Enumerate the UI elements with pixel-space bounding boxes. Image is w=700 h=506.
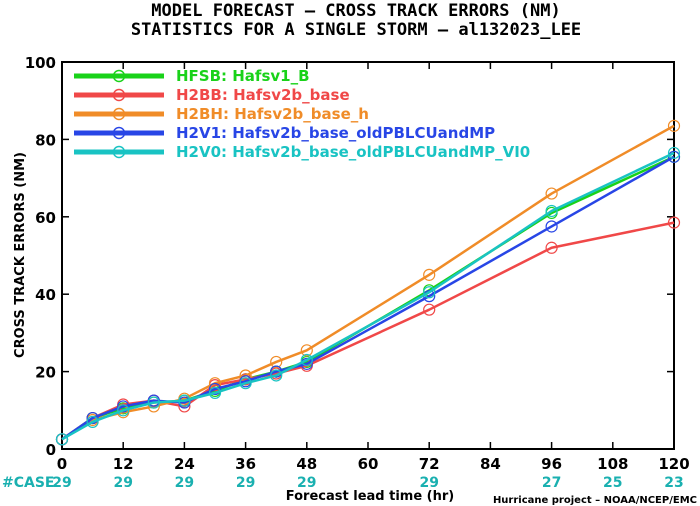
x-tick-label: 36 — [235, 455, 256, 473]
legend-marker — [112, 107, 126, 121]
case-count: 29 — [113, 475, 132, 491]
y-tick-label: 40 — [35, 286, 56, 304]
y-axis-title: CROSS TRACK ERRORS (NM) — [13, 152, 28, 358]
x-tick-label: 72 — [419, 455, 440, 473]
legend-marker — [112, 126, 126, 140]
legend-marker — [112, 69, 126, 83]
x-tick-label: 0 — [57, 455, 67, 473]
data-point — [545, 220, 558, 233]
legend-label: H2BH: Hafsv2b_base_h — [176, 105, 369, 123]
data-point — [117, 400, 130, 413]
data-point — [300, 344, 313, 357]
x-tick-label: 60 — [358, 455, 379, 473]
data-point — [545, 204, 558, 218]
data-point — [667, 119, 681, 132]
data-point — [208, 386, 222, 399]
y-tick-label: 80 — [35, 131, 56, 149]
data-point — [545, 187, 558, 200]
case-counts: #CASE 29 29 29 29 29 29 27 25 23 — [2, 475, 684, 491]
x-tick-label: 120 — [658, 455, 689, 473]
series-4 — [55, 146, 681, 446]
case-count: 29 — [297, 475, 316, 491]
legend-label: H2BB: Hafsv2b_base — [176, 86, 350, 104]
chart-title-line-2: STATISTICS FOR A SINGLE STORM – al132023… — [131, 20, 581, 40]
case-count: 29 — [236, 475, 255, 491]
data-point — [117, 404, 130, 417]
y-tick-label: 20 — [35, 364, 56, 382]
data-point — [667, 146, 681, 160]
data-point — [270, 369, 283, 382]
data-point — [86, 415, 99, 429]
data-point — [86, 411, 99, 425]
y-tick-label: 60 — [35, 209, 56, 227]
legend-item-2: H2BH: Hafsv2b_base_h — [74, 105, 369, 123]
case-label: #CASE — [2, 475, 55, 491]
case-count: 27 — [542, 475, 561, 491]
legend-label: H2V1: Hafsv2b_base_oldPBLCUandMP — [176, 124, 495, 142]
y-tick-label: 0 — [46, 441, 56, 459]
data-point — [300, 353, 313, 367]
case-count: 29 — [52, 475, 71, 491]
series-line — [61, 151, 675, 441]
data-point — [270, 355, 283, 369]
y-tick-label: 100 — [25, 54, 56, 72]
data-point — [423, 286, 436, 299]
data-point — [208, 382, 222, 396]
data-point — [178, 394, 191, 407]
case-count: 29 — [419, 475, 438, 491]
legend-marker — [112, 88, 126, 102]
case-count: 25 — [603, 475, 622, 491]
x-tick-label: 48 — [296, 455, 317, 473]
case-count: 29 — [175, 475, 194, 491]
axis-ticks: 0 12 24 36 48 60 72 84 96 108 120 0 20 40 60 80 100 — [25, 54, 690, 473]
chart-title-line-1: MODEL FORECAST – CROSS TRACK ERRORS (NM) — [151, 1, 560, 21]
x-tick-label: 84 — [480, 455, 501, 473]
legend-label: H2V0: Hafsv2b_base_oldPBLCUandMP_VI0 — [176, 143, 530, 161]
data-point — [423, 303, 436, 316]
credit-text: Hurricane project – NOAA/NCEP/EMC — [493, 495, 697, 506]
legend-item-4: H2V0: Hafsv2b_base_oldPBLCUandMP_VI0 — [74, 143, 530, 161]
data-point — [55, 433, 69, 446]
data-point — [147, 396, 160, 409]
x-tick-label: 108 — [597, 455, 628, 473]
case-count: 23 — [664, 475, 683, 491]
legend-marker — [112, 145, 126, 159]
legend-label: HFSB: Hafsv1_B — [176, 67, 310, 85]
data-point — [545, 241, 558, 254]
legend-item-1: H2BB: Hafsv2b_base — [74, 86, 350, 104]
legend-item-3: H2V1: Hafsv2b_base_oldPBLCUandMP — [74, 124, 495, 142]
x-tick-label: 12 — [113, 455, 134, 473]
data-point — [239, 377, 252, 390]
series-layer — [55, 119, 681, 446]
legend-item-0: HFSB: Hafsv1_B — [74, 67, 310, 85]
x-tick-label: 96 — [541, 455, 562, 473]
series-line — [61, 124, 675, 441]
x-tick-label: 24 — [174, 455, 195, 473]
data-point — [423, 268, 436, 281]
data-point — [667, 216, 681, 229]
x-axis-title: Forecast lead time (hr) — [286, 489, 454, 504]
